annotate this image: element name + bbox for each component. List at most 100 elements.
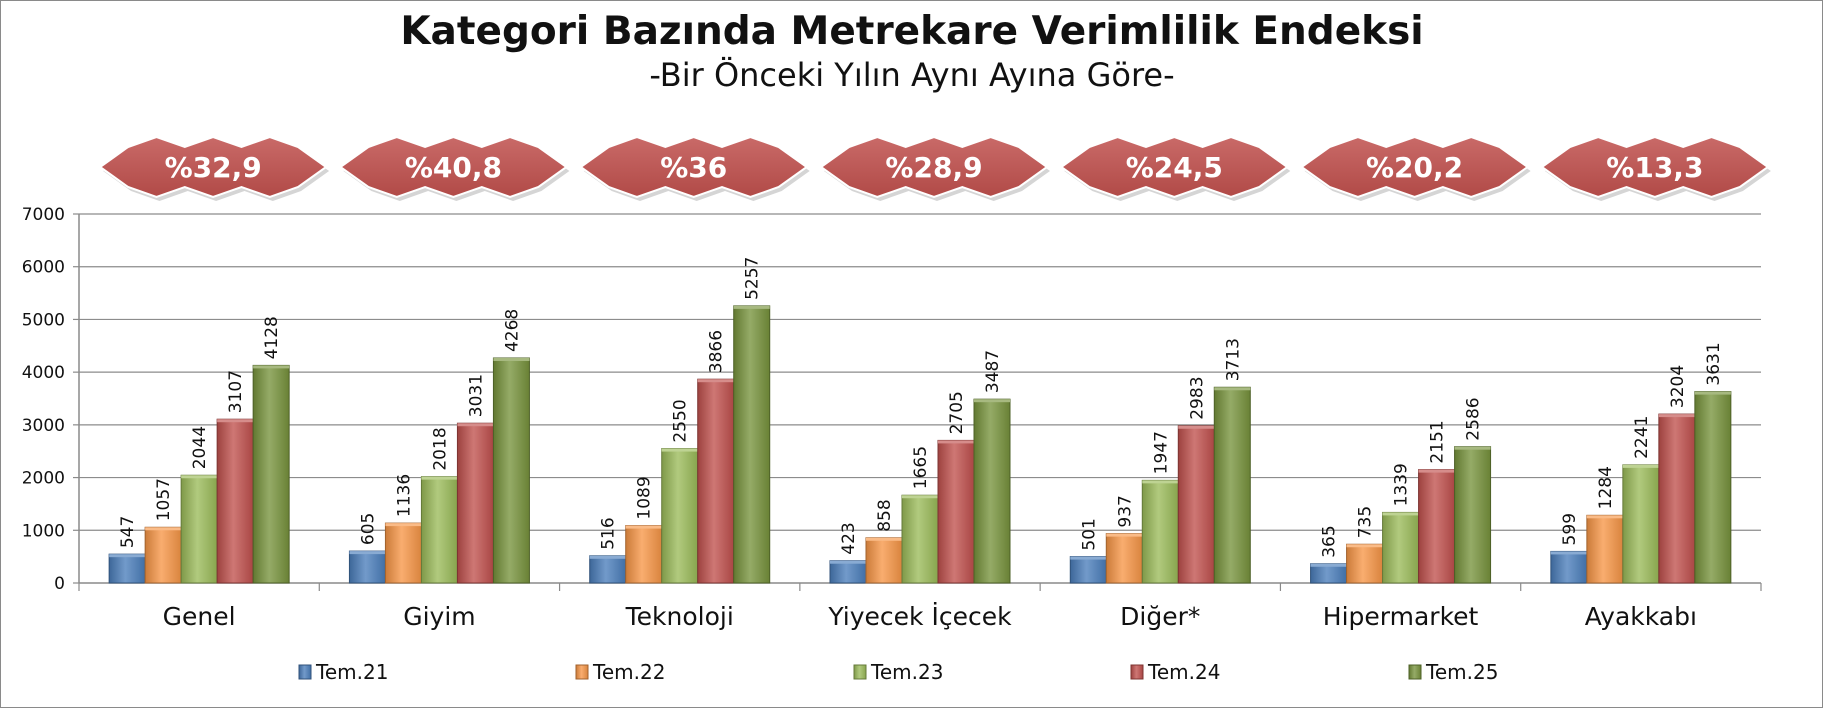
data-label: 365 <box>1320 525 1340 557</box>
legend-swatch <box>1408 664 1422 680</box>
data-label: 3204 <box>1668 365 1688 408</box>
bar-tem23-1 <box>420 476 458 584</box>
bar-top-highlight <box>974 399 1010 403</box>
bar-top-highlight <box>1694 391 1731 395</box>
data-label: 3107 <box>226 370 246 413</box>
data-label: 2983 <box>1187 376 1207 419</box>
legend-item-tem25: Tem.25 <box>1408 660 1498 684</box>
bar-tem21-2 <box>589 555 627 584</box>
bar-top-highlight <box>902 495 938 499</box>
legend-item-tem22: Tem.22 <box>575 660 665 684</box>
legend-swatch <box>298 664 312 680</box>
bar-tem23-6 <box>1622 464 1660 584</box>
legend-item-tem23: Tem.23 <box>853 660 943 684</box>
bar-tem23-3 <box>901 494 939 584</box>
y-tick-label: 2000 <box>22 469 65 489</box>
legend-label: Tem.22 <box>592 660 665 684</box>
x-axis: Genel Giyim Teknoloji Yiyecek İçecek Diğer* H… <box>78 583 1762 631</box>
badge-label: %13,3 <box>1606 151 1703 184</box>
bar-tem25-2 <box>733 305 771 584</box>
legend-swatch <box>575 664 589 680</box>
bar-top-highlight <box>866 537 902 541</box>
y-tick-label: 5000 <box>22 310 65 330</box>
data-label: 4128 <box>262 316 282 359</box>
x-category-label: Yiyecek İçecek <box>827 602 1012 631</box>
data-label: 1339 <box>1392 463 1412 506</box>
bar-tem23-2 <box>661 448 699 584</box>
bar-tem25-0 <box>252 364 290 584</box>
bar-tem23-5 <box>1382 511 1420 584</box>
badge-burst-shape <box>1299 135 1530 199</box>
data-label: 3713 <box>1223 338 1243 381</box>
badge-burst-shape <box>98 135 328 199</box>
badge-label: %20,2 <box>1366 151 1463 184</box>
x-category-label: Ayakkabı <box>1585 602 1697 631</box>
data-label: 2586 <box>1464 397 1484 440</box>
bar-tem25-6 <box>1694 391 1732 584</box>
badge-5: %20,2 <box>1299 135 1531 201</box>
data-label: 3866 <box>707 330 727 373</box>
bar-top-highlight <box>1454 446 1491 450</box>
bar-tem25-5 <box>1454 446 1492 584</box>
data-label: 605 <box>358 513 378 545</box>
y-tick-label: 7000 <box>22 205 65 225</box>
bar-top-highlight <box>1550 551 1587 555</box>
bar-top-highlight <box>181 475 218 479</box>
bar-top-highlight <box>493 358 530 362</box>
legend-label: Tem.24 <box>1147 660 1220 684</box>
data-label: 547 <box>118 516 138 548</box>
bar-top-highlight <box>145 527 182 531</box>
bar-top-highlight <box>733 305 770 309</box>
badge-burst-shape <box>578 135 809 199</box>
legend-label: Tem.23 <box>870 660 943 684</box>
bar-tem24-4 <box>1177 425 1215 584</box>
bar-top-highlight <box>1070 556 1107 560</box>
bar-tem22-4 <box>1105 533 1143 584</box>
data-label: 2044 <box>190 426 210 469</box>
x-category-label: Hipermarket <box>1323 602 1479 631</box>
legend-swatch <box>1130 664 1144 680</box>
badge-1: %40,8 <box>338 135 570 201</box>
data-label: 3031 <box>466 374 486 417</box>
data-label: 3487 <box>983 350 1003 393</box>
data-label: 2151 <box>1428 420 1448 463</box>
y-axis: 0 1000 2000 3000 4000 5000 6000 7000 <box>22 205 80 594</box>
badge-3: %28,9 <box>819 135 1050 201</box>
badges-layer: %32,9 %40,8 %36 %28,9 %24,5 %20,2 %13,3 <box>98 135 1771 201</box>
bar-tem21-0 <box>108 553 146 584</box>
y-tick-label: 6000 <box>22 258 65 278</box>
bar-tem24-6 <box>1658 413 1696 584</box>
bar-tem24-3 <box>937 439 975 584</box>
y-tick-label: 1000 <box>22 521 65 541</box>
data-labels-layer: 547 1057 2044 3107 4128 605 1136 2018 3031 4268 51… <box>118 257 1724 558</box>
bar-top-highlight <box>1346 544 1383 548</box>
bar-top-highlight <box>1142 480 1179 484</box>
bar-top-highlight <box>253 365 290 369</box>
bar-top-highlight <box>625 525 662 529</box>
bars-layer <box>108 305 1732 584</box>
data-label: 501 <box>1079 518 1099 550</box>
bar-top-highlight <box>697 379 734 383</box>
bar-top-highlight <box>1586 515 1623 519</box>
bar-top-highlight <box>217 419 254 423</box>
bar-tem22-5 <box>1346 543 1384 584</box>
data-label: 2241 <box>1632 416 1652 459</box>
badge-burst-shape <box>1540 135 1770 199</box>
data-label: 1089 <box>635 476 655 519</box>
bar-tem21-4 <box>1069 556 1107 584</box>
bar-top-highlight <box>421 476 458 480</box>
bar-top-highlight <box>349 551 386 555</box>
legend-swatch <box>853 664 867 680</box>
badge-6: %13,3 <box>1540 135 1771 201</box>
badge-burst-shape <box>338 135 569 199</box>
bar-tem25-1 <box>492 357 530 584</box>
bar-top-highlight <box>1622 464 1659 468</box>
y-tick-label: 0 <box>54 574 65 594</box>
legend-label: Tem.21 <box>315 660 388 684</box>
legend-label: Tem.25 <box>1425 660 1498 684</box>
bar-tem25-4 <box>1213 386 1251 584</box>
bar-tem21-3 <box>829 560 867 584</box>
data-label: 937 <box>1115 495 1135 527</box>
